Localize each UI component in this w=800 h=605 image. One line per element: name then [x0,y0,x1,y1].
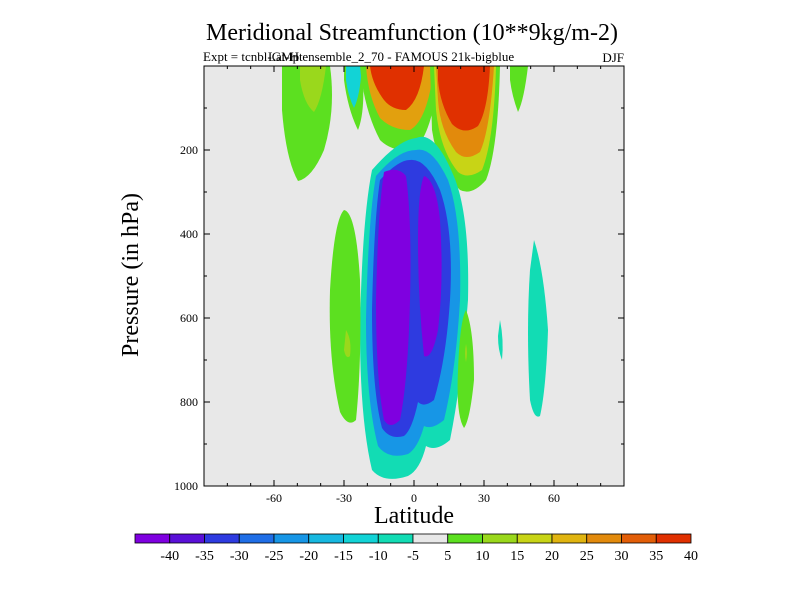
contour-band-positive-10 [300,66,326,112]
y-axis: 200 400 600 800 1000 [174,107,624,493]
contour-cell-negative-40-right [418,176,442,357]
colorbar-label: -20 [299,549,318,564]
y-tick-label: 1000 [174,479,198,493]
colorbar-swatch [412,533,449,544]
colorbar-swatch [482,533,518,544]
contour-band-positive-10-left [344,330,351,358]
y-tick-label: 400 [180,227,198,241]
contour-band-positive-5-left [329,210,361,423]
colorbar-label: 20 [545,549,559,564]
colorbar-swatch [343,533,379,544]
x-tick-label: -60 [266,491,282,505]
colorbar-label: 25 [580,549,594,564]
colorbar-swatch [655,533,692,544]
y-axis-label: Pressure (in hPa) [118,193,144,357]
overlap-label: Lat-Ht [268,49,303,64]
contour-band-positive-10-right [465,344,467,362]
y-tick-label: 200 [180,143,198,157]
colorbar-swatch [308,533,344,544]
contour-band-positive-5-small [510,66,528,112]
colorbar-label: 35 [649,549,663,564]
colorbar-swatch [586,533,622,544]
contour-band-negative-5-right [528,240,548,417]
chart-subtitle: Expt = tcnbl-GMp ensemble_2_70 - FAMOUS … [203,49,514,64]
colorbar-swatch [169,533,205,544]
contour-band-negative-10 [346,66,362,108]
colorbar-label: -40 [160,549,179,564]
x-tick-label: -30 [336,491,352,505]
x-tick-label: 0 [411,491,417,505]
colorbar-label: -30 [230,549,249,564]
contour-band-negative-5-small [498,320,503,360]
colorbar-swatch [377,533,414,544]
y-tick-label: 800 [180,395,198,409]
x-axis: -60 -30 0 30 60 [226,66,602,505]
colorbar-label: -25 [265,549,284,564]
colorbar-legend: -40 -35 -30 -25 -20 -15 -10 -5 5 10 15 20 25 30 35 40 [134,533,698,564]
contour-cell-positive-upper-left-red [370,66,424,110]
x-tick-label: 60 [548,491,560,505]
colorbar-label: 10 [476,549,490,564]
chart-title: Meridional Streamfunction (10**9kg/m-2) [206,20,618,46]
season-label: DJF [602,50,624,65]
x-axis-label: Latitude [374,503,454,529]
colorbar-label: 40 [684,549,698,564]
colorbar-label: 30 [615,549,629,564]
plot-area: -60 -30 0 30 60 200 400 600 800 1000 [174,65,625,505]
colorbar-label: -15 [334,549,353,564]
colorbar-swatch [447,533,483,544]
colorbar-label: 15 [510,549,524,564]
contour-cell-positive-upper-right-red [438,66,490,131]
colorbar-swatch [238,533,275,544]
colorbar-label: -10 [369,549,388,564]
colorbar-swatch [204,533,240,544]
colorbar-swatch [516,533,553,544]
colorbar-swatch [551,533,588,544]
y-tick-label: 600 [180,311,198,325]
colorbar-swatch [621,533,657,544]
contour-cell-negative-40-left [376,169,411,425]
x-tick-label: 30 [478,491,490,505]
colorbar-swatch [273,533,310,544]
colorbar-label: -35 [195,549,214,564]
colorbar-label: 5 [444,549,451,564]
colorbar-label: -5 [407,549,419,564]
colorbar-swatch [134,533,171,544]
contour-band-positive-5-right [457,310,474,428]
contour-fields [282,66,548,479]
